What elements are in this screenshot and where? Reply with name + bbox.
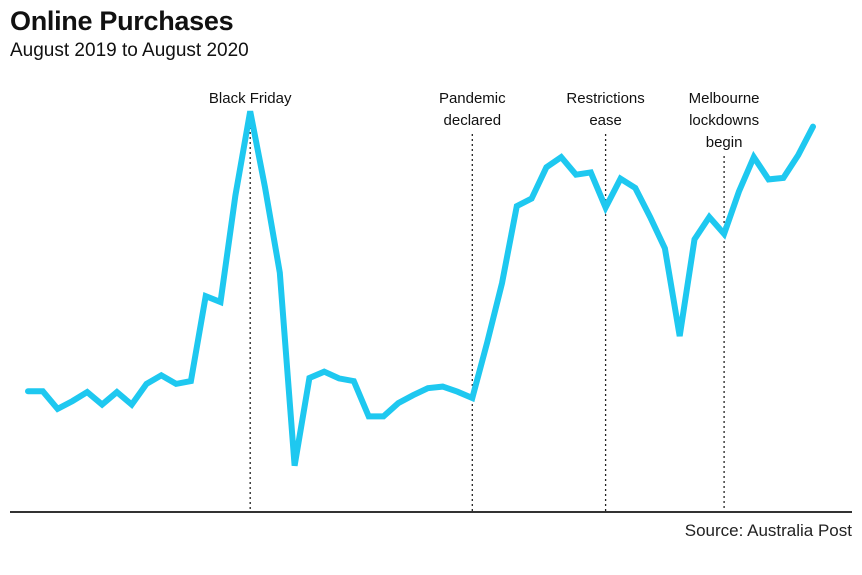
data-point xyxy=(352,379,356,383)
data-point xyxy=(707,215,711,219)
data-point xyxy=(604,206,608,210)
data-point xyxy=(693,237,697,241)
data-point xyxy=(811,125,815,129)
data-point xyxy=(574,173,578,177)
data-point xyxy=(396,401,400,405)
data-point xyxy=(70,399,74,403)
data-point xyxy=(589,170,593,174)
data-point xyxy=(322,370,326,374)
data-points xyxy=(26,109,815,467)
data-point xyxy=(204,294,208,298)
data-point xyxy=(426,386,430,390)
data-point xyxy=(307,376,311,380)
data-point xyxy=(174,382,178,386)
data-point xyxy=(159,373,163,377)
data-point xyxy=(796,153,800,157)
data-point xyxy=(367,414,371,418)
data-point xyxy=(41,389,45,393)
chart-subtitle: August 2019 to August 2020 xyxy=(10,40,249,61)
data-point xyxy=(100,403,104,407)
chart-title: Online Purchases xyxy=(10,6,234,36)
series-line-online-purchases xyxy=(25,110,816,467)
data-point xyxy=(470,396,474,400)
data-point xyxy=(189,379,193,383)
data-point xyxy=(737,190,741,194)
data-point xyxy=(85,390,89,394)
data-point xyxy=(263,185,267,189)
data-point xyxy=(382,414,386,418)
data-point xyxy=(767,177,771,181)
source-note: Source: Australia Post xyxy=(684,521,852,540)
annotation-label: Restrictions xyxy=(566,90,644,107)
data-point xyxy=(278,271,282,275)
data-point xyxy=(56,407,60,411)
data-point xyxy=(115,390,119,394)
data-point xyxy=(515,204,519,208)
data-point xyxy=(663,246,667,250)
data-point xyxy=(648,215,652,219)
annotation-label: Black Friday xyxy=(209,90,292,107)
data-point xyxy=(248,109,252,113)
data-point xyxy=(678,334,682,338)
annotation-label: declared xyxy=(444,112,502,129)
data-point xyxy=(619,177,623,181)
data-point xyxy=(26,389,30,393)
data-point xyxy=(337,376,341,380)
annotation-label: begin xyxy=(706,134,743,151)
data-point xyxy=(219,300,223,304)
data-point xyxy=(722,232,726,236)
data-point xyxy=(559,155,563,159)
event-annotations: Black Friday Pandemic declared Restrictions… xyxy=(209,90,760,511)
data-point xyxy=(130,403,134,407)
data-point xyxy=(411,393,415,397)
data-point xyxy=(781,176,785,180)
data-point xyxy=(530,197,534,201)
annotation-label: ease xyxy=(589,112,622,129)
data-point xyxy=(456,390,460,394)
data-point xyxy=(752,155,756,159)
data-point xyxy=(633,186,637,190)
data-point xyxy=(441,385,445,389)
annotation-label: Pandemic xyxy=(439,90,506,107)
data-point xyxy=(293,464,297,468)
data-point xyxy=(544,165,548,169)
annotation-label: lockdowns xyxy=(689,112,759,129)
data-point xyxy=(500,281,504,285)
data-point xyxy=(145,382,149,386)
data-point xyxy=(485,340,489,344)
data-point xyxy=(233,194,237,198)
annotation-label: Melbourne xyxy=(689,90,760,107)
